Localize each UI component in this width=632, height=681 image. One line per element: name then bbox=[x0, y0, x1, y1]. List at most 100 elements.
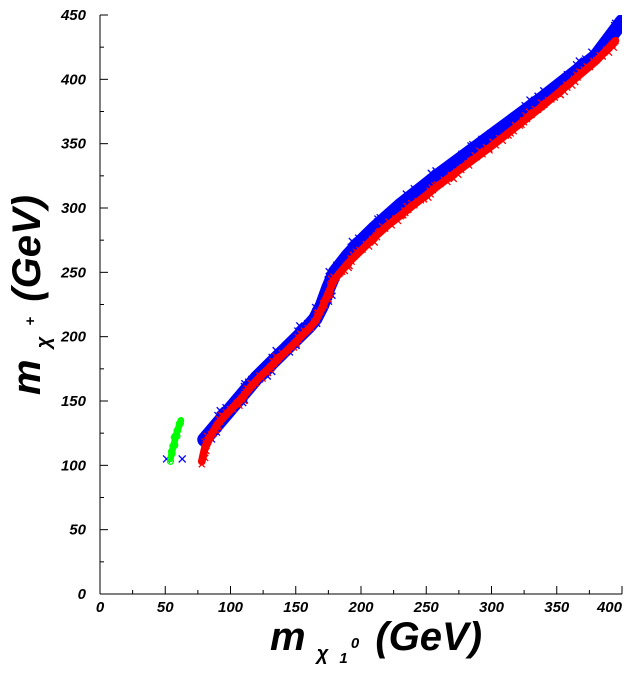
series-0-point-b bbox=[610, 25, 618, 33]
x-axis-title-main: m bbox=[270, 615, 306, 659]
series-1-point bbox=[404, 206, 412, 214]
y-axis-title-unit: (GeV) bbox=[5, 195, 49, 302]
series-1-point bbox=[326, 281, 334, 289]
series-1-point bbox=[571, 78, 579, 86]
series-0-point-b bbox=[587, 48, 595, 56]
series-0-point-b bbox=[488, 132, 495, 140]
y-tick-label: 150 bbox=[61, 393, 87, 410]
y-tick-label: 0 bbox=[78, 586, 87, 603]
series-0-point-b bbox=[354, 234, 362, 242]
y-axis-title-sub-sup: + bbox=[22, 317, 39, 326]
series-1-point-b bbox=[240, 397, 248, 405]
series-1-point bbox=[293, 341, 301, 349]
series-0-point bbox=[474, 140, 481, 148]
series-1-point bbox=[298, 331, 306, 339]
series-1-point bbox=[376, 227, 384, 235]
series-1-point-b bbox=[486, 146, 493, 154]
series-0-point-b bbox=[325, 267, 333, 275]
series-1-point-b bbox=[424, 194, 432, 202]
series-0-point-b bbox=[216, 406, 224, 414]
series-1-point bbox=[214, 423, 222, 431]
series-1-point-b bbox=[592, 56, 600, 64]
series-0-point-b bbox=[426, 174, 434, 182]
series-0-point-b bbox=[340, 257, 348, 265]
series-0-point bbox=[492, 125, 500, 133]
series-0-point bbox=[581, 55, 589, 63]
series-1-point-b bbox=[300, 327, 308, 334]
series-1-point-b bbox=[488, 138, 496, 146]
series-1-point-b bbox=[398, 211, 406, 219]
series-1-point-b bbox=[326, 288, 334, 296]
series-1-point-b bbox=[595, 51, 603, 59]
series-1-point-b bbox=[528, 111, 536, 119]
y-tick-label: 250 bbox=[60, 264, 87, 281]
series-1-point-b bbox=[347, 254, 355, 262]
series-1-point-b bbox=[326, 291, 334, 299]
series-0-point-b bbox=[402, 190, 410, 198]
series-1-point bbox=[350, 252, 358, 260]
series-0-point-b bbox=[492, 125, 500, 133]
series-1-point bbox=[452, 168, 460, 176]
series-1-point bbox=[388, 221, 396, 229]
series-1-point bbox=[240, 397, 248, 405]
series-1-point-b bbox=[407, 199, 415, 207]
y-tick-label: 200 bbox=[60, 329, 87, 346]
series-1-point bbox=[267, 363, 275, 371]
x-tick-label: 200 bbox=[347, 599, 374, 616]
series-0-point-b bbox=[240, 379, 248, 387]
series-1-point bbox=[321, 302, 329, 310]
series-1-point bbox=[574, 73, 582, 81]
series-1-point-b bbox=[499, 137, 507, 145]
series-1-point-b bbox=[403, 202, 411, 210]
series-0-point-b bbox=[477, 135, 485, 143]
series-0-point-b bbox=[332, 261, 340, 269]
series-1-point bbox=[348, 258, 356, 266]
series-1-point-b bbox=[371, 239, 379, 246]
series-1-point bbox=[429, 186, 437, 194]
series-1-point bbox=[407, 199, 415, 207]
series-0-point-b bbox=[272, 346, 280, 354]
y-tick-label: 300 bbox=[61, 200, 87, 217]
series-1-point bbox=[575, 68, 583, 76]
series-1-point-b bbox=[249, 381, 257, 389]
series-0-point-b bbox=[376, 213, 384, 221]
series-1-point-b bbox=[307, 324, 315, 332]
series-1-point-b bbox=[203, 432, 211, 440]
series-2 bbox=[166, 417, 185, 465]
series-1-point bbox=[359, 246, 366, 254]
series-0-point-b bbox=[410, 184, 418, 192]
series-1-point bbox=[473, 153, 481, 161]
series-1-point bbox=[252, 379, 260, 387]
series-1-point-b bbox=[373, 233, 381, 241]
series-1-point bbox=[440, 176, 448, 183]
series-1-point bbox=[371, 239, 379, 246]
x-axis-title-sub-index: 1 bbox=[339, 650, 347, 667]
x-tick-label: 0 bbox=[96, 599, 105, 616]
series-0-point-b bbox=[428, 177, 436, 185]
series-0-point bbox=[488, 132, 495, 140]
series-1-point bbox=[486, 146, 493, 154]
series-1-point-b bbox=[583, 62, 591, 70]
series-1-point-b bbox=[325, 296, 333, 304]
series-1-point bbox=[424, 194, 432, 202]
series-1-point bbox=[381, 225, 389, 233]
series-1-point-b bbox=[443, 178, 451, 186]
series-1-point-b bbox=[217, 411, 225, 419]
series-1-point-b bbox=[294, 333, 302, 341]
series-0-point-b bbox=[534, 92, 541, 100]
series-1-point-b bbox=[332, 274, 340, 282]
series-1-point-b bbox=[559, 85, 567, 93]
series-1-point-b bbox=[329, 273, 337, 281]
series-1-point bbox=[485, 145, 493, 153]
series-1-point-b bbox=[485, 145, 493, 153]
series-0-point-b bbox=[611, 19, 619, 27]
series-1-point bbox=[202, 440, 210, 448]
series-1-point-b bbox=[219, 412, 227, 420]
series-1-point-b bbox=[274, 355, 282, 363]
series-1-point-b bbox=[201, 438, 209, 446]
series-1-point bbox=[203, 432, 211, 440]
series-0-point-b bbox=[563, 70, 571, 78]
series-1-point bbox=[264, 369, 272, 377]
series-1-point-b bbox=[365, 243, 373, 251]
series-1-point-b bbox=[326, 281, 334, 289]
